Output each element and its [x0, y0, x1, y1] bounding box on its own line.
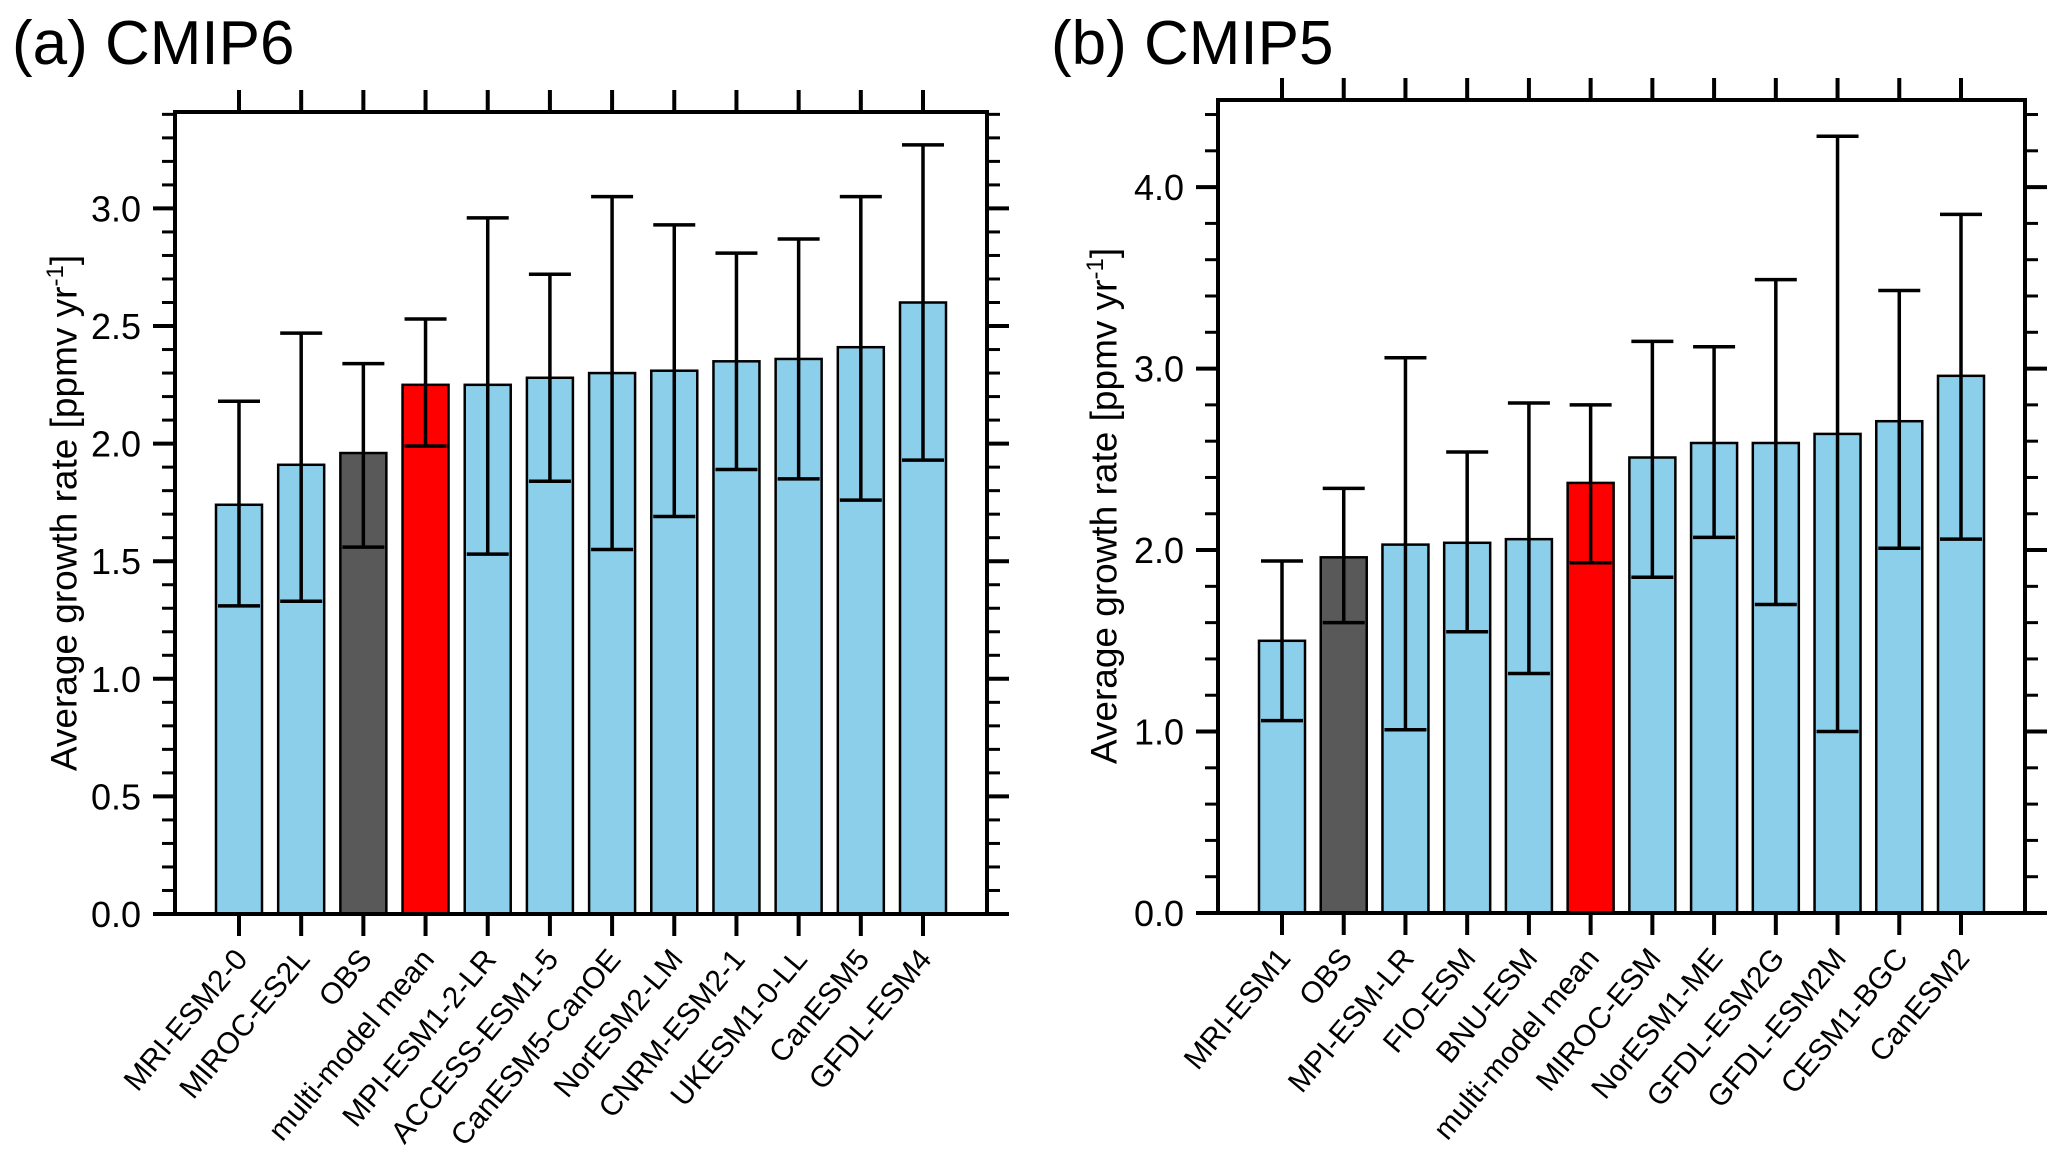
errorbar-MIROC-ESM [1631, 339, 1674, 580]
x-tick-label: MRI-ESM1 [1178, 942, 1298, 1076]
bars [214, 301, 948, 916]
errorbar-GFDL-ESM2M [1816, 134, 1859, 734]
ylabel-a-suffix: ] [43, 254, 85, 266]
chart-panel-b: 0.0 1.0 2.0 3.0 4.0 MRI-ESM1OBSMPI-ESM-LRFIO-… [1134, 78, 2047, 1146]
errorbar-ACCESS-ESM1-5 [528, 272, 571, 483]
y-tick-label: 4.0 [1134, 167, 1184, 208]
plot-border [1216, 98, 2027, 915]
y-tick-label: 0.0 [1134, 893, 1184, 934]
errorbar-GFDL-ESM4 [902, 143, 944, 462]
errorbar-multi-model mean [1569, 403, 1612, 565]
y-tick-label: 0.5 [91, 776, 141, 817]
category-ticks [237, 90, 925, 936]
errorbar-multi-model mean [404, 317, 447, 448]
y-tick-label: 3.0 [91, 188, 141, 229]
errorbar-MPI-ESM-LR [1384, 355, 1427, 732]
ylabel-b-text: Average growth rate [ppmv yr [1083, 279, 1125, 765]
chart-panel-a: 0.0 0.5 1.0 1.5 2.0 2.5 3.0 MRI-ESM2-0MIROC-ES2… [91, 90, 1009, 1152]
errorbar-CanESM2 [1940, 212, 1982, 541]
errorbar-CanESM5-CanOE [591, 194, 634, 552]
errorbar-CanESM5 [839, 194, 882, 502]
y-axis-ticks [1196, 113, 2047, 915]
y-tick-label: 1.5 [91, 541, 141, 582]
panel-a-title: (a) CMIP6 [12, 9, 295, 78]
error-bars [1261, 134, 1982, 734]
errorbar-MIROC-ES2L [280, 331, 323, 603]
y-tick-label: 1.0 [1134, 712, 1184, 753]
errorbar-FIO-ESM [1446, 450, 1489, 634]
errorbar-CESM1-BGC [1878, 288, 1921, 550]
y-tick-labels: 0.0 0.5 1.0 1.5 2.0 2.5 3.0 [91, 188, 141, 935]
y-tick-label: 2.5 [91, 306, 141, 347]
panel-b-y-axis-label: Average growth rate [ppmv yr-1] [1082, 248, 1125, 764]
y-tick-label: 2.0 [91, 424, 141, 465]
y-axis-ticks [153, 112, 1009, 916]
errorbar-UKESM1-0-LL [777, 237, 820, 481]
errorbar-NorESM1-ME [1693, 345, 1736, 540]
panel-a-y-axis-label: Average growth rate [ppmv yr-1] [42, 255, 85, 771]
errorbar-MRI-ESM2-0 [218, 399, 260, 608]
errorbar-CNRM-ESM2-1 [715, 251, 758, 472]
errorbar-NorESM2-LM [653, 223, 696, 519]
y-tick-label: 3.0 [1134, 349, 1184, 390]
y-tick-labels: 0.0 1.0 2.0 3.0 4.0 [1134, 167, 1184, 934]
y-tick-label: 2.0 [1134, 530, 1184, 571]
error-bars [218, 143, 944, 608]
errorbar-MRI-ESM1 [1261, 559, 1303, 723]
errorbar-MPI-ESM1-2-LR [466, 216, 509, 556]
ylabel-a-superscript: -1 [42, 265, 69, 287]
y-tick-label: 0.0 [91, 894, 141, 935]
y-tick-label: 1.0 [91, 659, 141, 700]
bar-multi-model mean [401, 383, 450, 916]
errorbar-OBS [1322, 486, 1365, 625]
plot-border [173, 110, 989, 916]
category-ticks [1280, 78, 1963, 935]
errorbar-BNU-ESM [1507, 401, 1550, 676]
ylabel-b-superscript: -1 [1082, 258, 1109, 280]
ylabel-a-text: Average growth rate [ppmv yr [43, 286, 85, 772]
ylabel-b-suffix: ] [1083, 247, 1125, 259]
errorbar-GFDL-ESM2G [1754, 277, 1797, 607]
bars [1257, 374, 1986, 915]
errorbar-OBS [342, 361, 385, 549]
x-tick-labels: MRI-ESM1OBSMPI-ESM-LRFIO-ESMBNU-ESMmulti… [1178, 942, 1977, 1146]
panel-b-title: (b) CMIP5 [1051, 9, 1334, 78]
